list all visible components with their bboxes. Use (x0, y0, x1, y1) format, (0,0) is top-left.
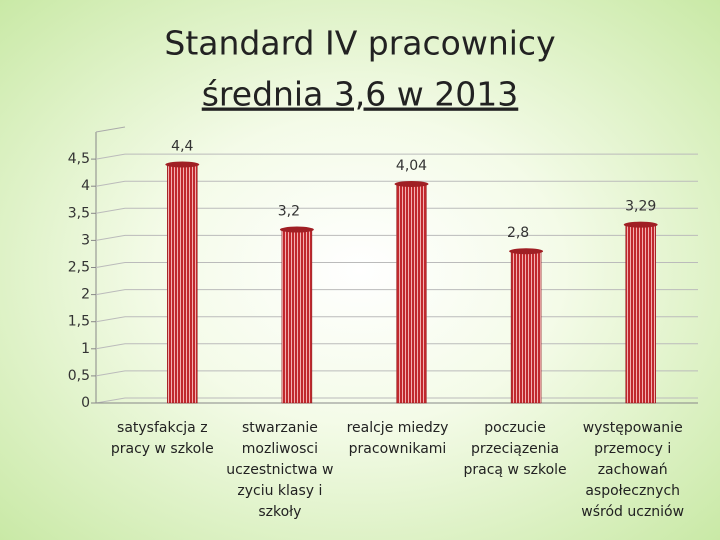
bar-cap (623, 221, 658, 228)
y-tick-label: 0 (81, 395, 90, 411)
y-tick-label: 1,5 (68, 314, 90, 330)
bar-cap (279, 226, 314, 233)
grid-line (95, 370, 698, 377)
data-label: 4,4 (171, 139, 193, 155)
y-tick-label: 3,5 (68, 205, 90, 221)
grid-line (95, 207, 698, 214)
bar (396, 183, 427, 404)
y-tick-label: 2 (81, 287, 90, 303)
x-tick-label: stwarzanie mozliwosci uczestnictwa w zyc… (226, 420, 334, 520)
grid-line (95, 180, 698, 187)
grid-line (95, 343, 698, 350)
grid-line (95, 316, 698, 323)
bar-cap (165, 161, 200, 168)
data-label: 3,29 (625, 199, 656, 215)
grid-line (95, 262, 698, 268)
chart-title: Standard IV pracownicy (164, 24, 555, 63)
bar-cap (509, 248, 544, 255)
grid-line (95, 289, 698, 296)
data-label: 3,2 (278, 204, 300, 220)
data-label: 2,8 (507, 225, 529, 241)
x-tick-label: realcje miedzy pracownikami (346, 420, 449, 457)
y-tick-label: 2,5 (68, 260, 90, 276)
y-tick-label: 3 (81, 232, 90, 248)
y-tick-label: 4,5 (68, 151, 90, 167)
x-tick-label: występowanie przemocy i zachowań aspołec… (581, 420, 685, 520)
y-tick-label: 4 (81, 178, 90, 194)
data-label: 4,04 (396, 158, 427, 174)
grid-line (95, 153, 698, 160)
bar (510, 250, 542, 404)
grid-line (95, 234, 698, 241)
bar (281, 229, 313, 404)
bar (167, 164, 198, 404)
x-tick-label: poczucie przeciązenia pracą w szkole (463, 420, 567, 478)
x-tick-label: satysfakcja z pracy w szkole (110, 420, 214, 457)
bar-cap (394, 181, 429, 188)
y-tick-label: 0,5 (68, 368, 90, 384)
y-tick-label: 1 (81, 341, 90, 357)
grid-line (95, 397, 698, 404)
bar (625, 224, 656, 404)
y-axis-depth (95, 126, 126, 133)
chart-subtitle: średnia 3,6 w 2013 (202, 75, 519, 114)
